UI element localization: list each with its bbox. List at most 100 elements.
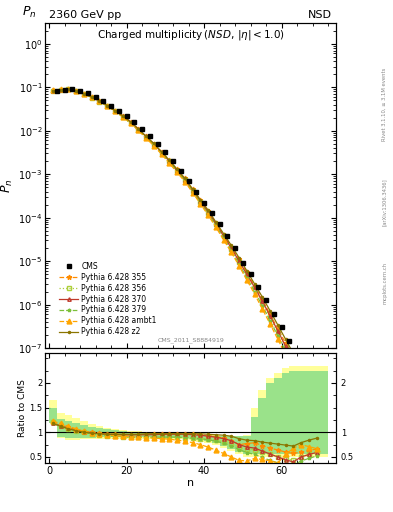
Pythia 6.428 356 [198,199,203,205]
Pythia 6.428 355 [51,87,55,93]
Pythia 6.428 356 [291,359,296,365]
Pythia 6.428 355 [167,157,172,163]
Pythia 6.428 370 [206,209,210,215]
Pythia 6.428 356 [89,95,94,101]
Pythia 6.428 379 [221,235,226,241]
Pythia 6.428 379 [174,168,179,174]
Pythia 6.428 z2 [213,219,218,225]
Pythia 6.428 355 [89,94,94,100]
Pythia 6.428 z2 [105,102,110,109]
Pythia 6.428 z2 [244,268,249,274]
Pythia 6.428 379 [244,274,249,281]
Pythia 6.428 ambt1 [275,336,280,343]
Pythia 6.428 z2 [151,140,156,146]
CMS [194,188,199,195]
Pythia 6.428 z2 [66,87,71,93]
Pythia 6.428 ambt1 [151,143,156,149]
Pythia 6.428 355 [74,88,79,94]
Pythia 6.428 379 [182,177,187,183]
Pythia 6.428 ambt1 [283,352,288,358]
Pythia 6.428 379 [307,394,311,400]
Pythia 6.428 z2 [159,148,164,155]
Pythia 6.428 355 [268,311,272,317]
Pythia 6.428 356 [252,286,257,292]
Pythia 6.428 355 [229,244,234,250]
Pythia 6.428 370 [136,126,141,132]
Y-axis label: Ratio to CMS: Ratio to CMS [18,379,26,437]
CMS [287,337,292,344]
CMS [233,245,237,251]
Pythia 6.428 356 [190,187,195,194]
Pythia 6.428 355 [182,176,187,182]
Pythia 6.428 370 [144,133,149,139]
Pythia 6.428 355 [82,91,86,97]
Pythia 6.428 355 [314,400,319,406]
Pythia 6.428 z2 [128,119,133,125]
Pythia 6.428 379 [314,409,319,415]
Pythia 6.428 z2 [291,351,296,357]
Pythia 6.428 355 [174,166,179,173]
Pythia 6.428 ambt1 [128,120,133,126]
Pythia 6.428 355 [66,86,71,92]
Pythia 6.428 370 [314,403,319,410]
Pythia 6.428 356 [144,134,149,140]
Pythia 6.428 355 [159,148,164,155]
Pythia 6.428 370 [291,358,296,365]
CMS [279,324,284,330]
Pythia 6.428 z2 [51,88,55,94]
Pythia 6.428 z2 [120,113,125,119]
Pythia 6.428 z2 [174,166,179,173]
Pythia 6.428 ambt1 [314,414,319,420]
CMS [303,368,307,374]
Pythia 6.428 356 [283,344,288,350]
Pythia 6.428 356 [82,91,86,97]
Pythia 6.428 379 [237,261,241,267]
Pythia 6.428 355 [283,340,288,346]
Pythia 6.428 355 [128,119,133,125]
Pythia 6.428 370 [275,328,280,334]
Pythia 6.428 z2 [307,380,311,386]
Pythia 6.428 356 [51,88,55,94]
Pythia 6.428 370 [190,187,195,193]
Pythia 6.428 379 [268,317,272,324]
Text: [arXiv:1306.3436]: [arXiv:1306.3436] [382,178,387,226]
Pythia 6.428 379 [97,98,102,104]
Pythia 6.428 355 [244,269,249,275]
Pythia 6.428 379 [120,114,125,120]
Pythia 6.428 z2 [58,87,63,93]
Pythia 6.428 356 [244,272,249,279]
Pythia 6.428 370 [97,98,102,104]
Pythia 6.428 370 [221,233,226,239]
Pythia 6.428 356 [314,403,319,410]
Pythia 6.428 356 [136,127,141,133]
Pythia 6.428 355 [213,220,218,226]
CMS [186,178,191,184]
Pythia 6.428 379 [299,378,303,385]
CMS [147,133,152,139]
Pythia 6.428 ambt1 [206,212,210,218]
Pythia 6.428 z2 [113,108,118,114]
CMS [318,401,323,408]
Pythia 6.428 355 [237,257,241,263]
Pythia 6.428 ambt1 [74,88,79,94]
Pythia 6.428 370 [237,258,241,264]
Line: CMS: CMS [54,87,323,407]
Pythia 6.428 ambt1 [136,127,141,134]
Pythia 6.428 z2 [82,91,86,97]
Pythia 6.428 379 [159,151,164,157]
Pythia 6.428 356 [159,150,164,156]
Pythia 6.428 ambt1 [229,249,234,255]
Pythia 6.428 370 [105,102,110,109]
CMS [70,86,75,92]
Pythia 6.428 356 [299,374,303,380]
Pythia 6.428 ambt1 [51,87,55,93]
Text: Rivet 3.1.10, ≥ 3.1M events: Rivet 3.1.10, ≥ 3.1M events [382,68,387,141]
Pythia 6.428 370 [283,343,288,349]
Pythia 6.428 ambt1 [260,306,265,312]
Line: Pythia 6.428 ambt1: Pythia 6.428 ambt1 [51,87,319,419]
Pythia 6.428 ambt1 [174,169,179,176]
Pythia 6.428 370 [198,198,203,204]
Pythia 6.428 355 [291,355,296,361]
Pythia 6.428 379 [283,348,288,354]
Pythia 6.428 370 [151,141,156,147]
